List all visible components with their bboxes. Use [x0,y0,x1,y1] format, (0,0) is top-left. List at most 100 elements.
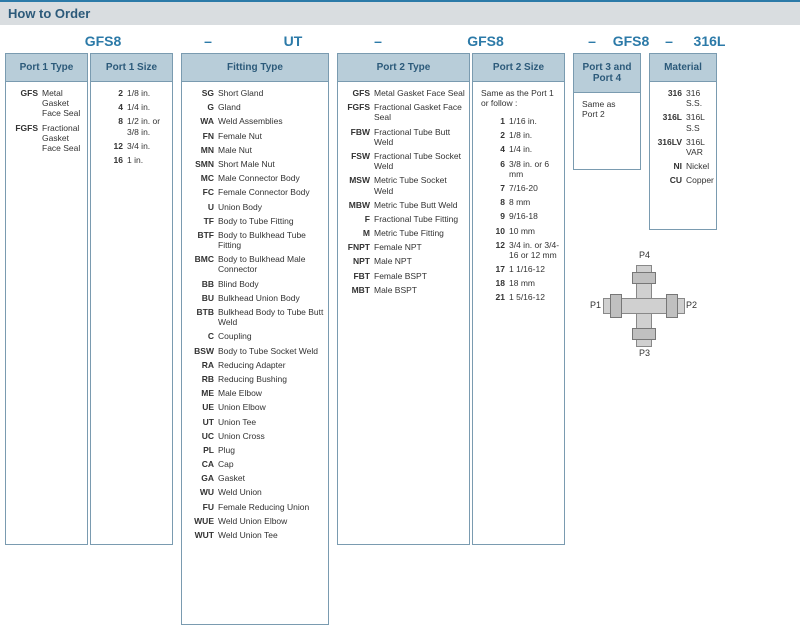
option-desc: 18 mm [509,278,535,288]
column: Port 2 TypeGFSMetal Gasket Face SealFGFS… [337,53,470,545]
code-dash: – [198,33,218,49]
option-row: 171 1/16-12 [477,262,560,276]
option-row: FNPTFemale NPT [342,240,465,254]
option-row: GFSMetal Gasket Face Seal [10,86,83,121]
option-desc: Reducing Adapter [218,360,286,370]
option-code: 8 [477,197,509,207]
option-desc: Female Nut [218,131,262,141]
option-code: NI [654,161,686,171]
option-code: MBT [342,285,374,295]
option-desc: 9/16-18 [509,211,538,221]
option-code: 8 [95,116,127,126]
option-row: NPTMale NPT [342,254,465,268]
option-row: 211 5/16-12 [477,290,560,304]
option-code: FN [186,131,218,141]
option-desc: Body to Bulkhead Male Connector [218,254,324,274]
option-row: PLPlug [186,443,324,457]
option-code: RB [186,374,218,384]
option-row: GFSMetal Gasket Face Seal [342,86,465,100]
option-row: BSWBody to Tube Socket Weld [186,344,324,358]
option-code: F [342,214,374,224]
option-desc: Fractional Gasket Face Seal [374,102,465,122]
option-code: BTF [186,230,218,240]
option-code: WA [186,116,218,126]
option-code: BSW [186,346,218,356]
column-header: Port 1 Size [91,54,172,82]
option-desc: Male Elbow [218,388,262,398]
option-row: MCMale Connector Body [186,171,324,185]
column: Port 2 SizeSame as the Port 1 or follow … [472,53,565,545]
column-body: SGShort GlandGGlandWAWeld AssembliesFNFe… [182,82,328,546]
option-row: CACap [186,457,324,471]
option-desc: 3/4 in. [127,141,150,151]
column-wrap: Port 1 Size 21/8 in.41/4 in.81/2 in. or 3… [89,53,174,545]
option-code: FU [186,502,218,512]
option-row: 41/4 in. [95,100,168,114]
option-desc: Metal Gasket Face Seal [374,88,465,98]
option-code: WUE [186,516,218,526]
option-code: 316 [654,88,686,98]
option-desc: Gland [218,102,241,112]
option-code: WUT [186,530,218,540]
option-desc: 1 in. [127,155,143,165]
option-desc: Body to Bulkhead Tube Fitting [218,230,324,250]
option-code: PL [186,445,218,455]
option-code: FBW [342,127,374,137]
option-row: 99/16-18 [477,209,560,223]
option-desc: 3/8 in. or 6 mm [509,159,560,179]
column: Material316316 S.S.316L316L S.S316LV316L… [649,53,717,230]
option-desc: Female Reducing Union [218,502,309,512]
option-code: BMC [186,254,218,264]
option-desc: 8 mm [509,197,530,207]
option-row: 81/2 in. or 3/8 in. [95,114,168,138]
option-code: U [186,202,218,212]
option-row: 316LV316L VAR [654,135,712,159]
option-row: 21/8 in. [95,86,168,100]
column-body: 316316 S.S.316L316L S.S316LV316L VARNINi… [650,82,716,192]
option-desc: 1/16 in. [509,116,537,126]
option-code: 10 [477,226,509,236]
code-segment: GFS8 [8,33,198,49]
column: Fitting TypeSGShort GlandGGlandWAWeld As… [181,53,329,625]
option-row: FBTFemale BSPT [342,269,465,283]
option-code: BB [186,279,218,289]
option-row: 316316 S.S. [654,86,712,110]
column-wrap: Port 3 and Port 4Same as Port 2 [572,53,642,170]
option-desc: Weld Union Tee [218,530,278,540]
option-desc: 1 1/16-12 [509,264,545,274]
option-row: FBWFractional Tube Butt Weld [342,125,465,149]
column-body: 21/8 in.41/4 in.81/2 in. or 3/8 in.123/4… [91,82,172,171]
option-code: 21 [477,292,509,302]
option-desc: Female NPT [374,242,422,252]
option-code: FSW [342,151,374,161]
option-code: G [186,102,218,112]
option-code: FC [186,187,218,197]
option-row: SGShort Gland [186,86,324,100]
option-desc: Union Elbow [218,402,266,412]
option-desc: 1 5/16-12 [509,292,545,302]
option-code: 7 [477,183,509,193]
option-row: CCoupling [186,329,324,343]
option-row: GAGasket [186,471,324,485]
option-desc: 7/16-20 [509,183,538,193]
option-desc: Coupling [218,331,252,341]
option-code: 16 [95,155,127,165]
option-desc: 316L VAR [686,137,712,157]
option-code: GA [186,473,218,483]
option-code: MN [186,145,218,155]
option-row: MMetric Tube Fitting [342,226,465,240]
column-wrap: Fitting TypeSGShort GlandGGlandWAWeld As… [180,53,330,625]
column-header: Fitting Type [182,54,328,82]
option-code: 2 [477,130,509,140]
column-body: GFSMetal Gasket Face SealFGFSFractional … [338,82,469,301]
option-code: 9 [477,211,509,221]
option-row: 63/8 in. or 6 mm [477,157,560,181]
option-row: FNFemale Nut [186,129,324,143]
option-code: CA [186,459,218,469]
column: Port 1 Size 21/8 in.41/4 in.81/2 in. or 3… [90,53,173,545]
column-wrap: Port 2 SizeSame as the Port 1 or follow … [471,53,566,545]
option-code: 4 [477,144,509,154]
option-code: MBW [342,200,374,210]
option-row: BBBlind Body [186,277,324,291]
option-row: 1010 mm [477,224,560,238]
